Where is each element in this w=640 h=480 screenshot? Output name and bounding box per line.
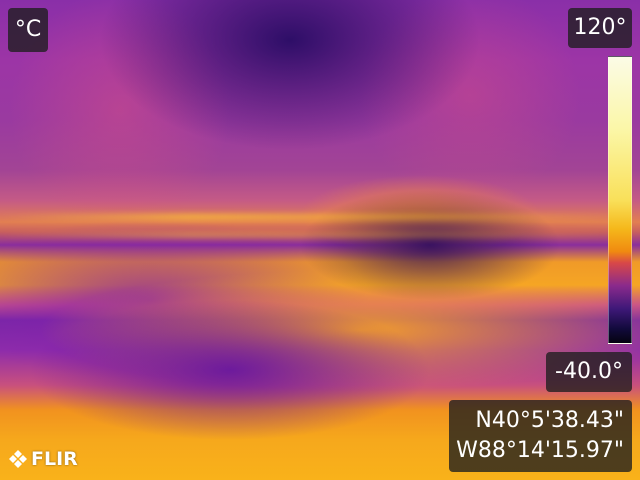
- temperature-unit-label: °C: [8, 8, 48, 52]
- scale-min-text: -40.0°: [555, 359, 623, 384]
- scale-max-text: 120°: [573, 15, 627, 40]
- scale-max-label: 120°: [568, 8, 632, 48]
- flir-logo-icon: [9, 450, 27, 468]
- gps-longitude: W88°14'15.97": [456, 438, 624, 463]
- scale-min-label: -40.0°: [546, 352, 632, 392]
- gps-coordinates-panel: N40°5'38.43" W88°14'15.97": [449, 400, 632, 472]
- thermal-hot-streak: [0, 232, 640, 238]
- color-scale-bar: [608, 56, 632, 344]
- brand-logo: FLIR: [8, 447, 78, 471]
- gps-latitude: N40°5'38.43": [475, 408, 624, 433]
- thermal-hot-streak: [0, 214, 640, 220]
- unit-text: °C: [14, 17, 42, 42]
- brand-name: FLIR: [31, 448, 78, 470]
